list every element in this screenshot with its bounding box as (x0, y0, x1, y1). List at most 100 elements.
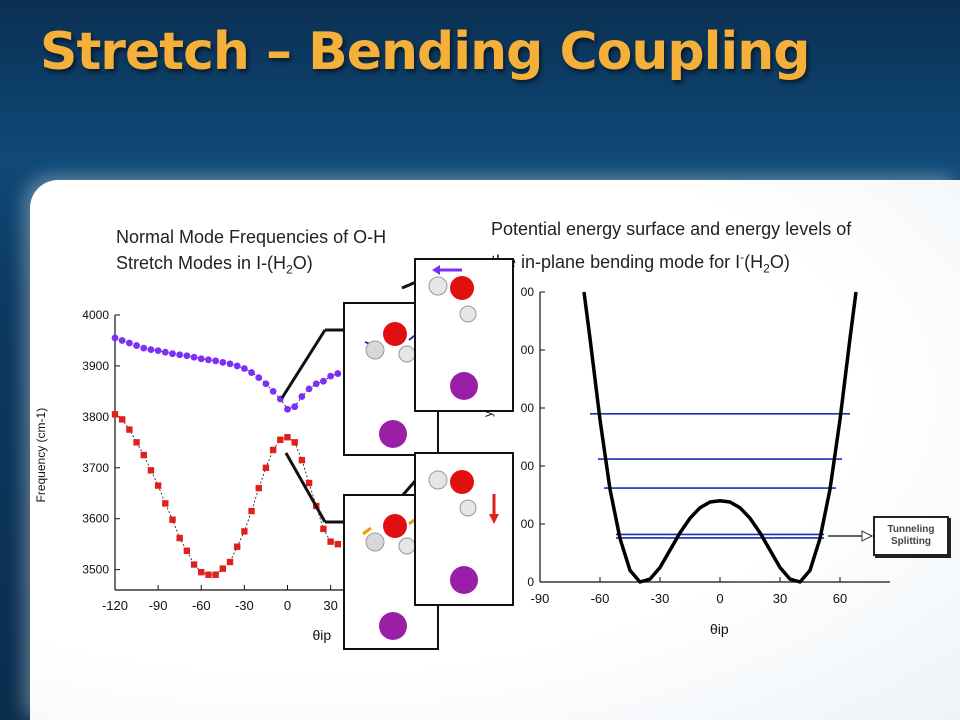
y-tick-label: 3700 (82, 461, 109, 475)
data-point-lower (154, 482, 162, 489)
data-point-lower (248, 507, 255, 515)
x-axis-label: θip (710, 621, 729, 637)
data-point-lower (291, 439, 298, 446)
data-point-lower (133, 439, 140, 446)
data-point-upper (147, 346, 155, 354)
data-point-lower (327, 538, 334, 545)
data-point-upper (219, 358, 227, 366)
x-tick-label: -30 (235, 598, 254, 613)
frequency-chart: 4000 3900 3800 3700 3600 3500 -120 -90 -60 -30 0 30… (34, 308, 460, 643)
iodine-atom-icon (450, 372, 478, 400)
data-point-upper (133, 342, 140, 349)
molecule-box-bend-lower (414, 452, 514, 606)
x-tick-label: 0 (716, 591, 723, 606)
data-point-upper (298, 393, 306, 400)
data-point-upper (205, 356, 212, 364)
y-axis-label: Frequency (cm-1) (34, 408, 48, 503)
left-caption-line1: Normal Mode Frequencies of O-H (116, 227, 387, 247)
data-point-lower (140, 451, 147, 459)
x-tick-label: -60 (591, 591, 610, 606)
connector-line-upper (280, 329, 327, 399)
data-point-upper (312, 380, 320, 388)
data-point-upper (284, 405, 291, 413)
iodine-atom-icon (379, 420, 407, 448)
x-tick-label: -120 (102, 598, 128, 613)
right-caption-line1: Potential energy surface and energy leve… (491, 219, 852, 239)
x-tick-label: -60 (192, 598, 211, 613)
y-tick-label: 00 (521, 459, 535, 473)
data-point-upper (320, 377, 327, 385)
x-tick-label: -90 (149, 598, 168, 613)
data-point-upper (291, 403, 299, 411)
data-point-upper (111, 334, 119, 342)
right-caption-line2: the in-plane bending mode for I-(H2O) (491, 250, 790, 276)
data-point-lower (212, 571, 219, 578)
data-point-upper (183, 352, 191, 360)
data-point-upper (334, 370, 342, 377)
data-point-upper (190, 353, 198, 361)
y-tick-label: 3800 (82, 410, 109, 424)
water-molecule-icon (428, 265, 478, 400)
data-point-lower (320, 525, 327, 533)
data-point-upper (197, 355, 205, 363)
data-point-lower (334, 540, 342, 548)
data-point-lower (277, 436, 284, 443)
data-point-upper (118, 337, 126, 344)
data-point-lower (305, 479, 313, 487)
data-point-upper (226, 360, 234, 368)
y-tick-label: 4000 (82, 308, 109, 322)
left-caption-line2: Stretch Modes in I-(H2O) (116, 253, 313, 277)
right-caption: Potential energy surface and energy leve… (491, 216, 851, 282)
data-point-upper (269, 387, 277, 395)
left-caption: Normal Mode Frequencies of O-H Stretch M… (116, 224, 386, 283)
y-tick-label: 3600 (82, 512, 109, 526)
y-tick-label: 00 (521, 517, 535, 531)
x-tick-label: 60 (833, 591, 847, 606)
data-point-lower (269, 446, 277, 454)
y-tick-label: 3500 (82, 563, 109, 577)
data-point-lower (190, 561, 198, 568)
data-point-lower (298, 456, 306, 464)
tunneling-label-line2: Splitting (891, 536, 931, 547)
data-point-lower (205, 571, 212, 578)
y-tick-label: 00 (521, 401, 535, 415)
data-point-upper (233, 362, 241, 370)
data-point-lower (118, 416, 126, 423)
tunneling-label-line1: Tunneling (887, 524, 935, 535)
slide-title: Stretch – Bending Coupling (40, 22, 810, 82)
data-point-upper (125, 339, 133, 347)
data-point-lower (255, 484, 262, 492)
data-point-lower (147, 467, 155, 474)
data-point-upper (176, 351, 184, 359)
data-point-upper (327, 372, 335, 380)
data-point-lower (262, 464, 270, 471)
data-point-lower (169, 516, 176, 523)
connector-line-lower (284, 452, 327, 523)
data-point-lower (111, 411, 119, 418)
water-molecule-icon (428, 470, 499, 594)
data-point-upper (262, 380, 270, 388)
water-molecule-icon (362, 514, 418, 640)
molecule-box-bend-upper (414, 258, 514, 412)
data-point-lower (176, 534, 183, 542)
data-point-upper (212, 357, 220, 365)
data-point-lower (162, 500, 169, 507)
data-point-upper (140, 344, 148, 352)
y-tick-label: 0 (527, 575, 534, 589)
data-point-lower (198, 568, 205, 576)
data-point-lower (226, 558, 234, 566)
connector-line-bottom-right (400, 479, 418, 497)
data-point-lower (219, 565, 227, 572)
tunneling-splitting-label: Tunneling Splitting (873, 516, 949, 556)
connector-line-top-right (401, 280, 417, 290)
x-tick-label: 30 (773, 591, 787, 606)
data-point-lower (126, 426, 133, 433)
water-molecule-icon (364, 322, 420, 448)
iodine-atom-icon (450, 566, 478, 594)
x-axis-label: θip (313, 627, 332, 643)
y-tick-label: 3900 (82, 359, 109, 373)
data-point-upper (161, 348, 169, 356)
data-point-lower (284, 434, 291, 441)
